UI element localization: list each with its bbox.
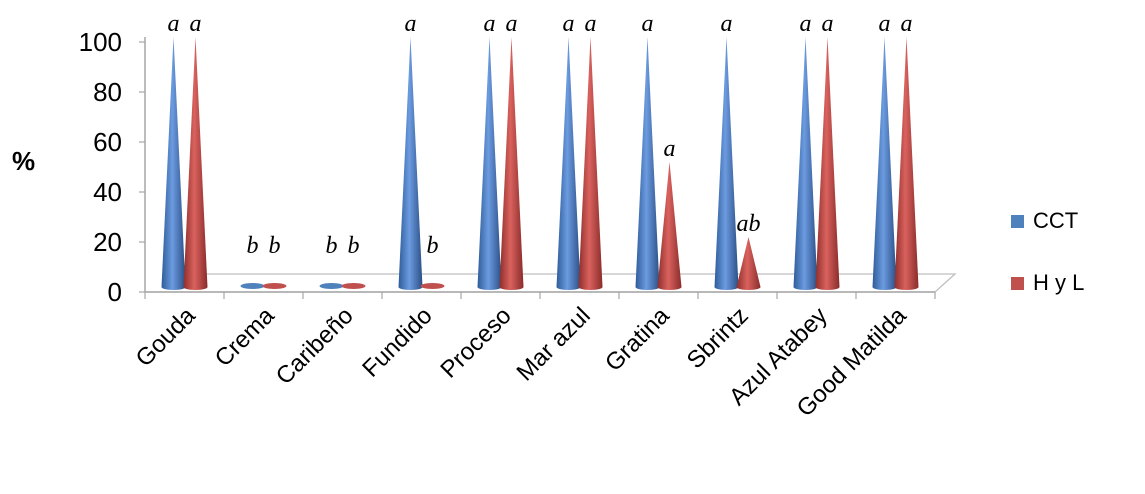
category-label: Crema [210, 302, 280, 372]
category-label: Fundido [357, 302, 437, 382]
cone-h-y-l [736, 237, 761, 290]
category-label: Proceso [435, 302, 516, 383]
y-tick-label: 20 [93, 227, 122, 257]
significance-label: b [348, 233, 360, 259]
significance-label: a [879, 11, 891, 37]
significance-label: a [800, 11, 812, 37]
significance-label: b [247, 233, 259, 259]
category-label: Gratina [600, 302, 675, 377]
y-ticks: 0 20 40 60 80 100 [79, 27, 145, 307]
y-tick-label: 40 [93, 177, 122, 207]
significance-label: a [901, 11, 913, 37]
cone-cct [872, 37, 897, 290]
significance-label: a [168, 11, 180, 37]
cone-cct [161, 37, 186, 290]
legend-swatch [1011, 277, 1024, 290]
significance-label: a [664, 136, 676, 162]
cone-h-y-l-base [262, 283, 287, 289]
y-tick-label: 60 [93, 127, 122, 157]
significance-label: a [190, 11, 202, 37]
y-tick-label: 100 [79, 27, 122, 57]
cone-cct [793, 37, 818, 290]
significance-label: a [563, 11, 575, 37]
significance-label: b [326, 233, 338, 259]
legend: CCT H y L [1011, 208, 1084, 295]
legend-label: CCT [1033, 208, 1078, 233]
significance-label: ab [737, 211, 761, 237]
cone-h-y-l [815, 37, 840, 290]
significance-label: a [822, 11, 834, 37]
cone-h-y-l-base [341, 283, 366, 289]
cone-cct [714, 37, 739, 290]
category-label: Caribeño [271, 302, 359, 390]
cone-cct [556, 37, 581, 290]
cone-cct-base [240, 283, 265, 289]
significance-label: a [642, 11, 654, 37]
cones [161, 37, 919, 290]
significance-label: a [484, 11, 496, 37]
significance-label: b [427, 233, 439, 259]
legend-swatch [1011, 215, 1024, 228]
category-label: Gouda [131, 302, 202, 373]
legend-label: H y L [1033, 270, 1084, 295]
cone-h-y-l [183, 37, 208, 290]
cone-cct [477, 37, 502, 290]
cone-h-y-l [499, 37, 524, 290]
cone-h-y-l [657, 162, 682, 290]
y-axis-label: % [12, 146, 35, 176]
category-label: Sbrintz [682, 302, 754, 374]
x-tick-marks [144, 292, 936, 299]
category-label: Mar azul [512, 302, 596, 386]
significance-label: a [506, 11, 518, 37]
significance-label: b [269, 233, 281, 259]
cone-cct [635, 37, 660, 290]
cone-h-y-l [578, 37, 603, 290]
y-tick-label: 80 [93, 77, 122, 107]
cone-h-y-l-base [420, 283, 445, 289]
significance-label: a [405, 11, 417, 37]
y-tick-label: 0 [108, 277, 122, 307]
significance-label: a [585, 11, 597, 37]
cone-cct [398, 37, 423, 290]
cone-h-y-l [894, 37, 919, 290]
significance-label: a [721, 11, 733, 37]
cone-cct-base [319, 283, 344, 289]
